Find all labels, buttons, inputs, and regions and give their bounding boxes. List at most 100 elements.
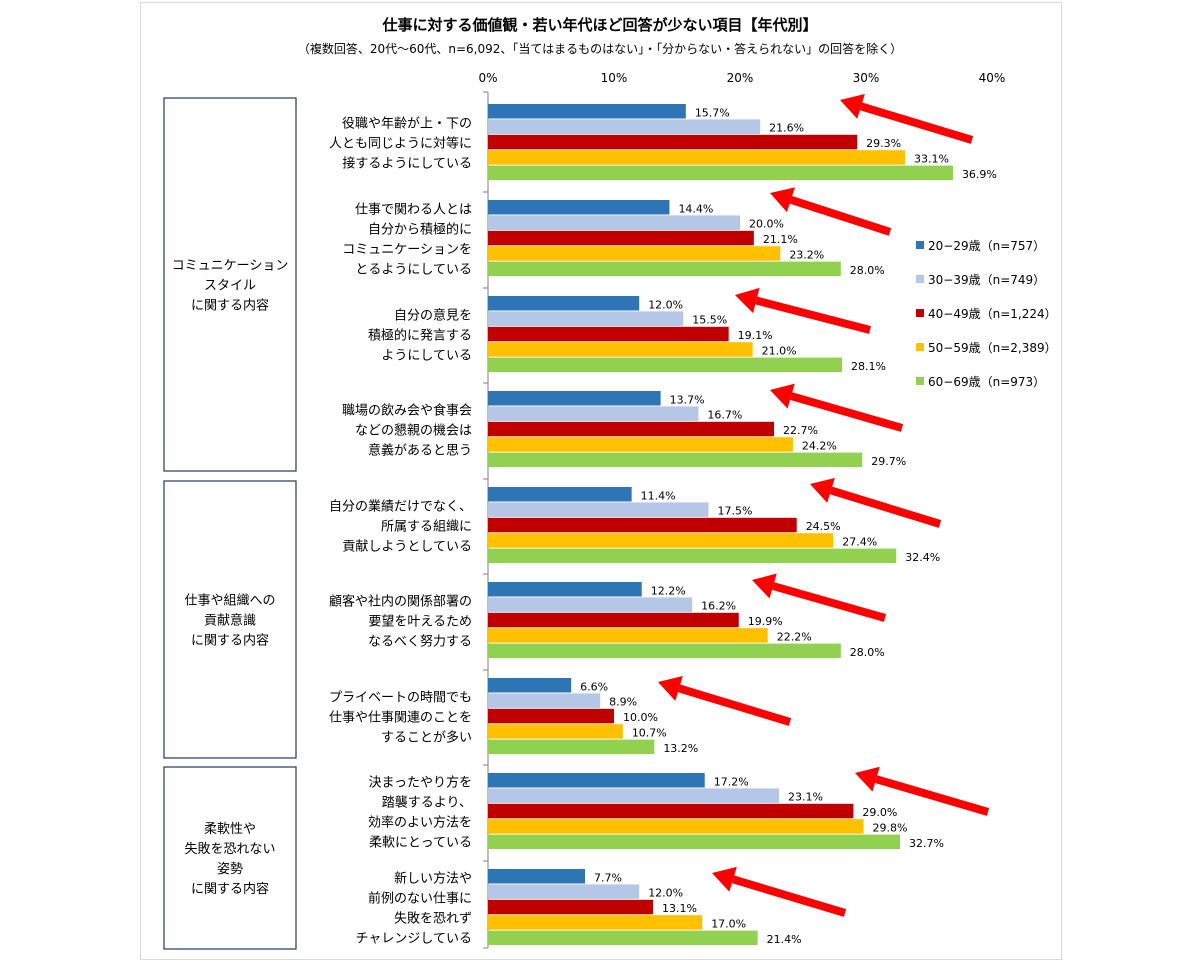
highlight-arrow-shaft bbox=[772, 582, 887, 622]
bar bbox=[488, 261, 841, 277]
data-label: 8.9% bbox=[609, 696, 637, 709]
data-label: 17.0% bbox=[711, 917, 746, 930]
category-label: などの懇親の機会は bbox=[355, 423, 472, 439]
bar bbox=[488, 502, 709, 517]
data-label: 20.0% bbox=[749, 218, 784, 231]
bar bbox=[488, 134, 858, 150]
chart-title: 仕事に対する価値観・若い年代ほど回答が少ない項目【年代別】 bbox=[382, 16, 818, 34]
bar bbox=[488, 326, 729, 342]
x-tick-label: 0% bbox=[478, 71, 497, 85]
bar bbox=[488, 834, 901, 850]
group-label: 柔軟性や bbox=[204, 821, 256, 837]
data-label: 24.5% bbox=[806, 520, 841, 533]
bar bbox=[488, 915, 703, 930]
bar bbox=[488, 230, 754, 246]
data-label: 36.9% bbox=[962, 168, 997, 181]
bar bbox=[488, 678, 572, 693]
data-label: 12.0% bbox=[648, 887, 683, 900]
category-label: なるべく努力する bbox=[368, 635, 472, 650]
highlight-arrow-head bbox=[855, 766, 880, 792]
group-label: コミュニケーション bbox=[172, 259, 289, 274]
bar bbox=[488, 391, 661, 406]
bar bbox=[488, 119, 761, 134]
data-label: 14.4% bbox=[678, 202, 713, 215]
bar bbox=[488, 643, 841, 659]
data-label: 21.6% bbox=[769, 122, 804, 135]
group-label: に関する内容 bbox=[191, 881, 269, 897]
category-label: 要望を叶えるため bbox=[368, 614, 472, 630]
data-label: 21.4% bbox=[767, 933, 802, 946]
data-label: 6.6% bbox=[580, 680, 608, 693]
category-label: 所属する組織に bbox=[381, 520, 472, 535]
category-label: 貢献しようとしている bbox=[342, 540, 472, 555]
data-label: 11.4% bbox=[641, 489, 676, 502]
category-label: 接するようにしている bbox=[342, 156, 472, 172]
highlight-arrow-head bbox=[752, 573, 777, 599]
data-label: 15.7% bbox=[695, 106, 730, 119]
x-tick-label: 40% bbox=[979, 71, 1006, 85]
bar bbox=[488, 246, 781, 261]
category-label: 踏襲するより、 bbox=[382, 795, 472, 811]
category-label: 失敗を恐れず bbox=[394, 912, 472, 927]
legend-label: 60−69歳（n=973） bbox=[928, 375, 1045, 389]
group-box bbox=[163, 480, 297, 759]
category-label: プライベートの時間でも bbox=[329, 691, 472, 706]
bar bbox=[488, 803, 854, 819]
data-label: 17.5% bbox=[718, 505, 753, 518]
data-label: 10.0% bbox=[623, 711, 658, 724]
bar bbox=[488, 884, 640, 899]
data-label: 32.7% bbox=[909, 837, 944, 850]
highlight-arrow-shaft bbox=[790, 392, 904, 432]
data-label: 29.3% bbox=[866, 137, 901, 150]
highlight-arrow-shaft bbox=[731, 875, 847, 917]
bar bbox=[488, 739, 655, 755]
data-label: 33.1% bbox=[914, 152, 949, 165]
data-label: 29.7% bbox=[871, 455, 906, 468]
category-label: 顧客や社内の関係部署の bbox=[329, 594, 472, 610]
bar bbox=[488, 548, 897, 564]
bar bbox=[488, 582, 642, 597]
highlight-arrow-head bbox=[770, 187, 795, 213]
data-label: 21.0% bbox=[762, 344, 797, 357]
group-box bbox=[163, 766, 297, 950]
x-tick-label: 10% bbox=[601, 71, 628, 85]
highlight-arrow-shaft bbox=[859, 102, 974, 144]
highlight-arrow-shaft bbox=[677, 684, 792, 726]
data-label: 16.7% bbox=[707, 409, 742, 422]
data-label: 21.1% bbox=[763, 233, 798, 246]
data-label: 27.4% bbox=[842, 535, 877, 548]
group-label: に関する内容 bbox=[191, 633, 269, 649]
data-label: 28.0% bbox=[850, 646, 885, 659]
category-label: 自分の業績だけでなく、 bbox=[329, 499, 472, 515]
data-label: 28.1% bbox=[851, 360, 886, 373]
highlight-arrow-head bbox=[658, 675, 683, 701]
category-label: 仕事や仕事関連のことを bbox=[329, 711, 472, 726]
category-label: コミュニケーションを bbox=[342, 243, 472, 258]
group-label: 姿勢 bbox=[217, 861, 243, 877]
data-label: 17.2% bbox=[714, 775, 749, 788]
legend-label: 30−39歳（n=749） bbox=[928, 273, 1045, 287]
category-label: チャレンジしている bbox=[356, 932, 472, 947]
category-label: 前例のない仕事に bbox=[368, 891, 472, 907]
highlight-arrow-head bbox=[712, 866, 737, 892]
category-label: とるようにしている bbox=[355, 263, 472, 278]
category-label: 人とも同じように対等に bbox=[329, 136, 472, 152]
bar bbox=[488, 215, 740, 230]
group-label: 貢献意識 bbox=[204, 613, 256, 629]
bar bbox=[488, 628, 768, 643]
category-label: 役職や年齢が上・下の bbox=[342, 117, 472, 132]
x-tick-label: 20% bbox=[727, 71, 754, 85]
highlight-arrow-shaft bbox=[874, 775, 990, 816]
highlight-arrow-head bbox=[810, 478, 835, 503]
bar bbox=[488, 104, 686, 119]
category-label: 効率のよい方法を bbox=[368, 815, 472, 831]
bar bbox=[488, 421, 775, 437]
category-label: 職場の飲み会や食事会 bbox=[342, 403, 472, 419]
data-label: 7.7% bbox=[594, 871, 622, 884]
category-label: 柔軟にとっている bbox=[369, 835, 472, 851]
bar bbox=[488, 296, 640, 311]
group-label: 失敗を恐れない bbox=[184, 842, 275, 857]
bar bbox=[488, 930, 758, 946]
legend-swatch bbox=[916, 275, 924, 283]
